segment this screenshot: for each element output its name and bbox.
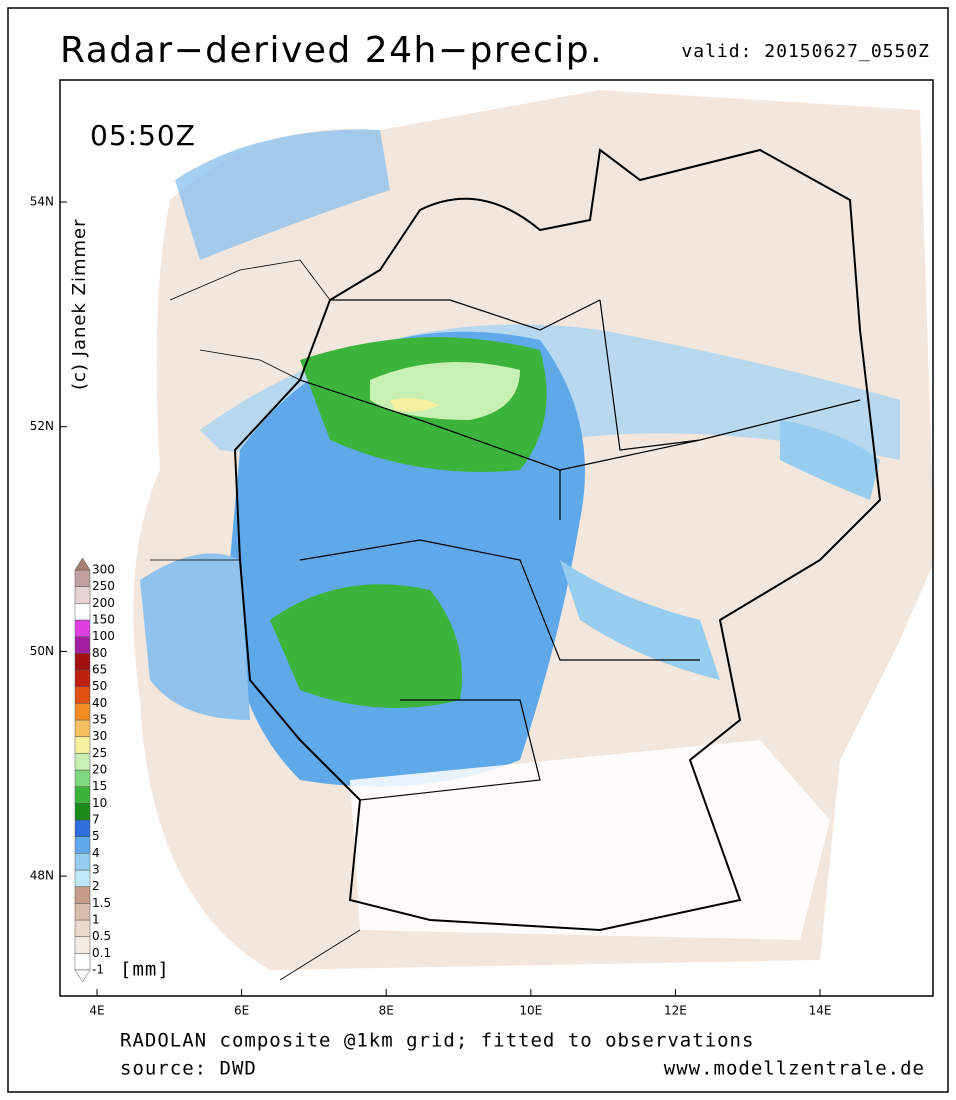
colorbar-bin [74,636,91,654]
footer-line1: RADOLAN composite @1km grid; fitted to o… [120,1030,754,1052]
lat-label: 50N [30,644,54,658]
colorbar-label: 1 [92,913,100,927]
colorbar-label: 25 [92,746,107,760]
valid-time: valid: 20150627_0550Z [681,41,930,62]
colorbar-label: 30 [92,729,107,743]
colorbar-bin [74,619,91,637]
colorbar-label: 65 [92,663,107,677]
colorbar-label: 3 [92,863,100,877]
colorbar-label: 0.1 [92,946,111,960]
lat-label: 54N [30,195,54,209]
title: Radar−derived 24h−precip. [60,30,603,71]
colorbar-over [74,557,91,571]
colorbar-bin [74,836,91,854]
colorbar-bin [74,936,91,954]
colorbar-label: 100 [92,629,115,643]
colorbar-bin [74,786,91,804]
colorbar-bin [74,886,91,904]
map-time: 05:50Z [90,119,196,152]
credit: (c) Janek Zimmer [69,218,90,390]
colorbar-bin [74,953,91,971]
lon-label: 4E [89,1004,104,1018]
lon-label: 8E [379,1004,394,1018]
colorbar-label: 200 [92,596,115,610]
colorbar-bin [74,869,91,887]
colorbar-bin [74,569,91,587]
colorbar-label: 80 [92,646,107,660]
map: 05:50Z (c) Janek Zimmer [59,79,934,997]
colorbar: -1 0.1 0.5 1 1.5 2 3 4 5 7 10 15 20 25 30 35 40 50 65 80 100… [74,557,115,983]
colorbar-bin [74,769,91,787]
colorbar-bin [74,703,91,721]
colorbar-label: 4 [92,846,100,860]
colorbar-label: 2 [92,879,100,893]
colorbar-bin [74,919,91,937]
colorbar-label: -1 [92,963,104,977]
lat-label: 48N [30,869,54,883]
colorbar-unit: [mm] [120,959,170,981]
precip-field [133,90,933,981]
colorbar-label: 1.5 [92,896,111,910]
colorbar-bin [74,853,91,871]
colorbar-label: 10 [92,796,107,810]
lon-label: 12E [664,1004,687,1018]
footer-line2: source: DWD [120,1058,257,1080]
colorbar-bin [74,603,91,621]
colorbar-bin [74,903,91,921]
colorbar-label: 7 [92,813,100,827]
lon-label: 6E [234,1004,249,1018]
colorbar-bin [74,719,91,737]
colorbar-label: 150 [92,613,115,627]
colorbar-bin [74,819,91,837]
colorbar-bin [74,686,91,704]
colorbar-label: 0.5 [92,929,111,943]
colorbar-label: 5 [92,829,100,843]
lat-label: 52N [30,419,54,433]
colorbar-label: 50 [92,679,107,693]
colorbar-under [74,969,91,983]
lon-label: 14E [809,1004,832,1018]
colorbar-label: 40 [92,696,107,710]
colorbar-bin [74,669,91,687]
colorbar-bin [74,653,91,671]
colorbar-bin [74,586,91,604]
colorbar-bin [74,753,91,771]
colorbar-label: 15 [92,779,107,793]
lat-axis: 54N 52N 50N 48N [30,195,67,883]
colorbar-label: 250 [92,579,115,593]
map-border [59,79,934,997]
colorbar-label: 35 [92,713,107,727]
footer-url: www.modellzentrale.de [664,1058,925,1080]
colorbar-label: 300 [92,563,115,577]
colorbar-bin [74,803,91,821]
colorbar-bin [74,736,91,754]
lon-axis: 4E 6E 8E 10E 12E 14E [89,989,831,1018]
lon-label: 10E [519,1004,542,1018]
colorbar-label: 20 [92,763,107,777]
